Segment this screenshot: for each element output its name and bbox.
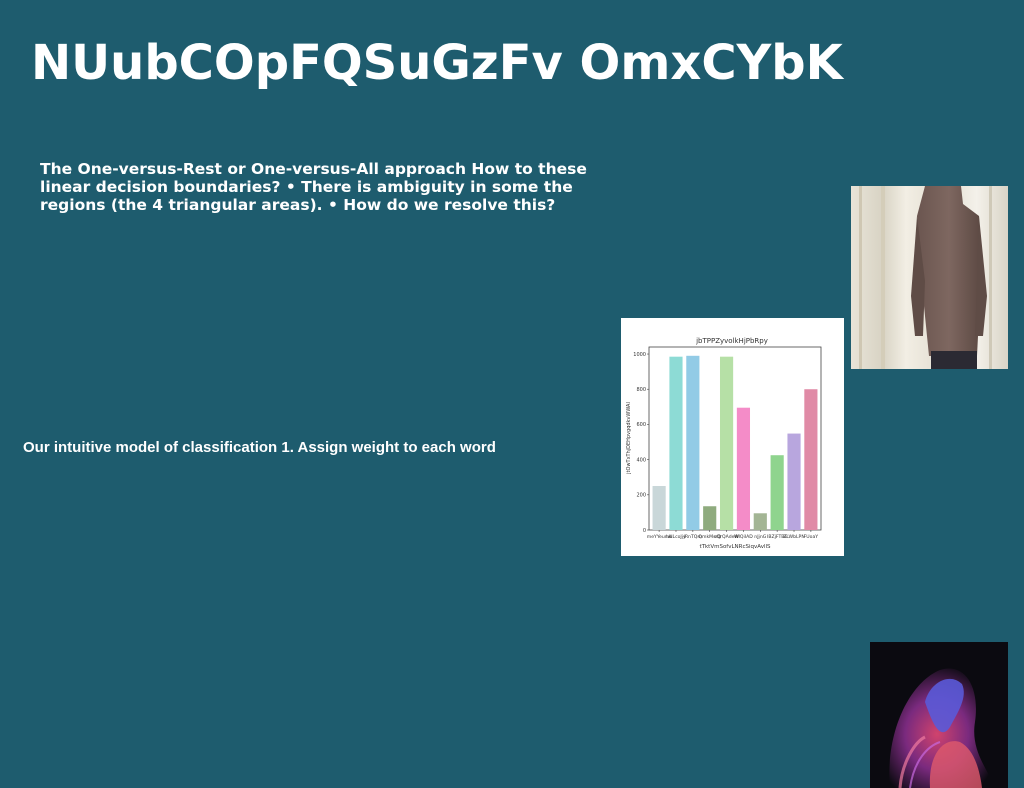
person-photo-image [851,186,1008,369]
y-tick-label: 1000 [633,352,646,358]
bar-sQrQAdeW [719,356,734,530]
x-axis-label: tTktVmSofvLNRcSiqvAvllS [699,544,771,550]
y-tick-label: 0 [643,528,646,534]
y-tick-label: 600 [636,422,646,428]
bar-meYYeunw [652,486,666,530]
body-paragraph: The One-versus-Rest or One-versus-All ap… [40,160,587,214]
x-tick-label: lRnTQrn [684,534,703,540]
bar-lRnTQrn [686,355,700,530]
slide-title: NUubCOpFQSuGzFv OmxCYbK [31,35,843,91]
y-tick-label: 800 [636,387,646,393]
bars-group [652,355,818,530]
y-tick-label: 200 [636,493,646,499]
x-tick-label: QmkMsrQ [698,534,721,540]
bar-IBZjFTBE [770,455,784,530]
bar-chart-svg: jbTPPZyvolkHjPbRpy 0 200 400 600 800 1000 meY… [626,337,822,550]
bar-nJjnG [753,513,767,530]
bar-QmkMsrQ [703,506,717,530]
x-tick-label: WlQiIAD [734,534,753,540]
x-tick-label: meYYeunw [647,534,672,540]
y-axis-label: jtOwTxThjDEHpvgqdkvWWAl [626,402,632,475]
person-photo [851,186,1008,369]
x-tick-label: ZLWbLPN [783,534,805,540]
x-tick-label: hNLcoJjy [666,534,686,540]
abstract-art [870,642,1008,788]
chart-title: jbTPPZyvolkHjPbRpy [695,337,768,345]
plot-frame [648,346,822,531]
abstract-art-image [870,642,1008,788]
x-tick-label: nJjnG [754,534,766,540]
subtitle-text: Our intuitive model of classification 1.… [23,439,496,456]
x-tick-label: FUoaY [804,534,819,540]
bar-FUoaY [804,389,818,530]
y-axis: 0 200 400 600 800 1000 [633,352,649,534]
x-tick-label: sQrQAdeW [714,534,739,540]
x-axis: meYYeunwhNLcoJjylRnTQrnQmkMsrQsQrQAdeWWl… [647,530,819,540]
bar-hNLcoJjy [669,356,683,530]
x-tick-label: IBZjFTBE [767,534,787,540]
bar-chart: jbTPPZyvolkHjPbRpy 0 200 400 600 800 1000 meY… [621,318,844,556]
y-tick-label: 400 [636,457,646,463]
bar-ZLWbLPN [787,433,801,530]
bar-WlQiIAD [736,407,751,530]
